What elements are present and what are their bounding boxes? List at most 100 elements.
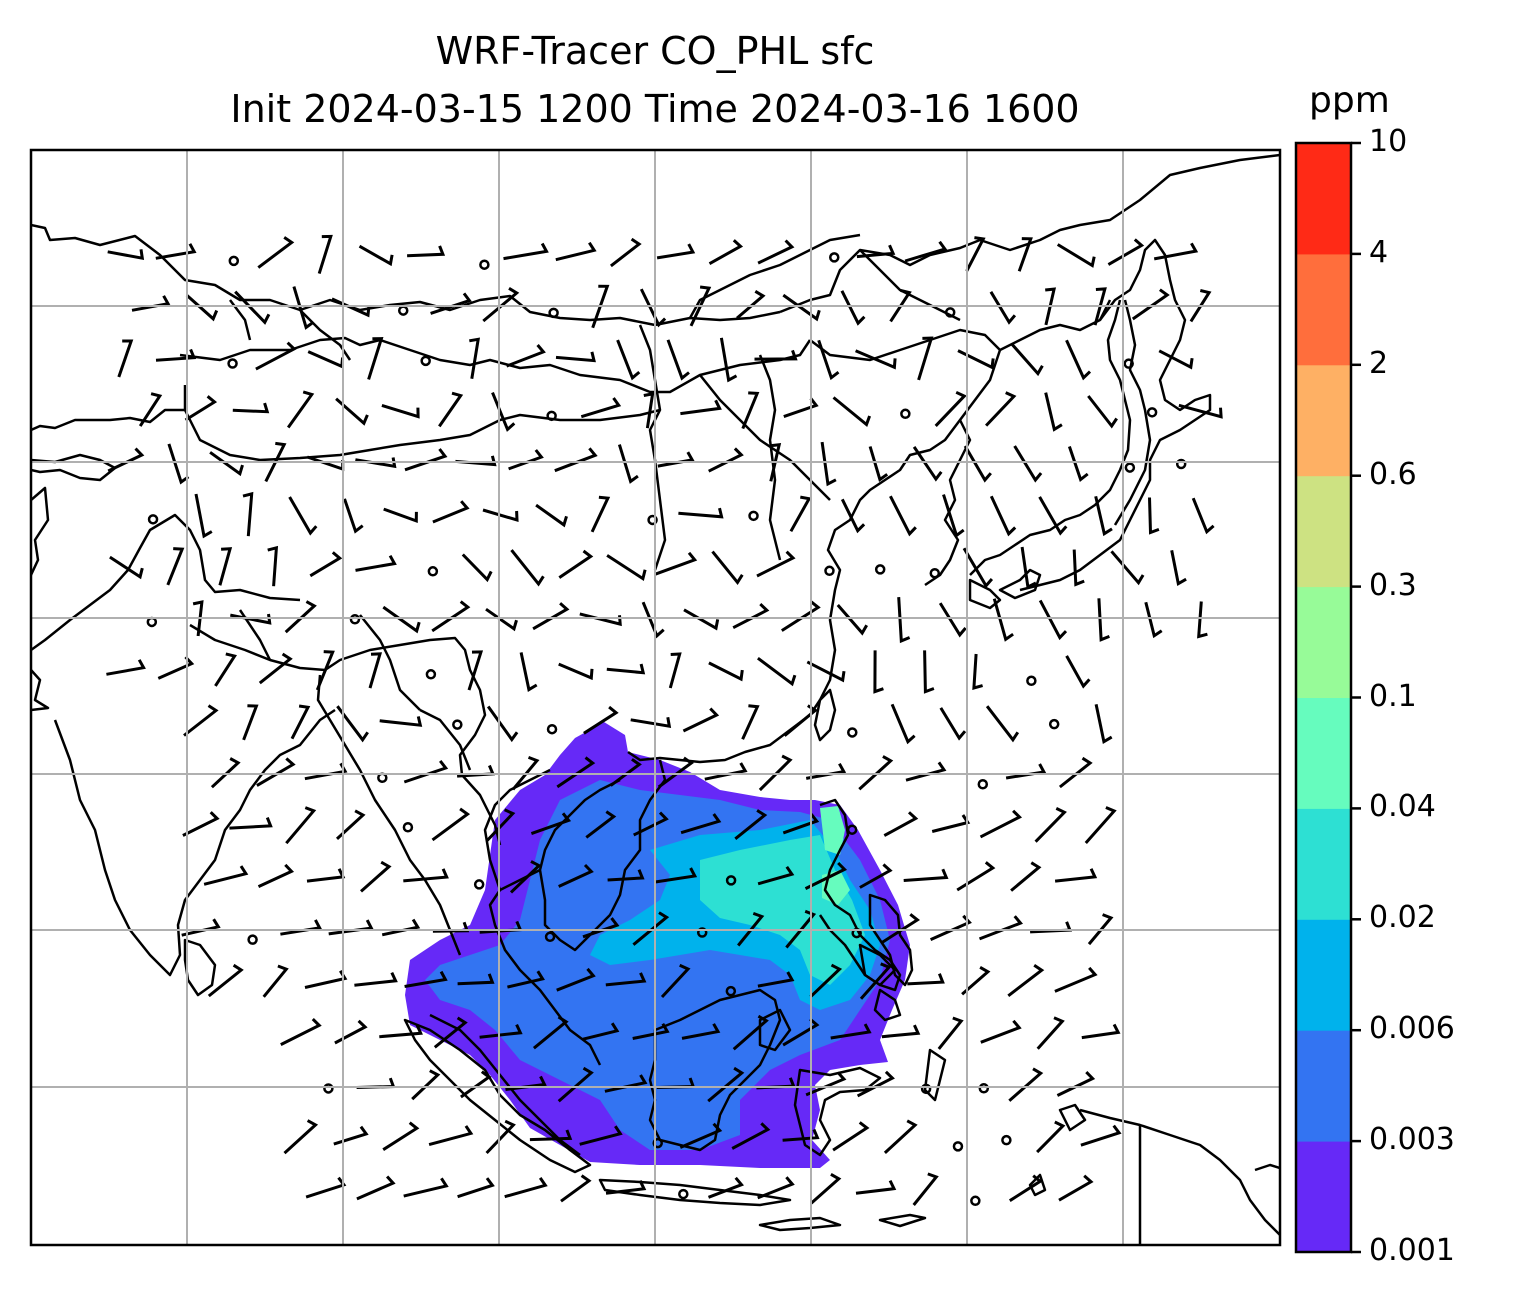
calm-wind-circle bbox=[1124, 462, 1136, 473]
wind-barb bbox=[942, 494, 965, 538]
wind-barb bbox=[616, 339, 641, 381]
colorbar-tick-label: 0.6 bbox=[1369, 456, 1417, 492]
wind-barb bbox=[832, 1121, 870, 1152]
wind-barb bbox=[360, 860, 392, 893]
wind-barb bbox=[719, 337, 738, 383]
wind-barb bbox=[280, 919, 322, 936]
calm-wind-circle bbox=[900, 408, 911, 420]
wind-barb bbox=[780, 600, 821, 632]
calm-wind-circle bbox=[323, 1083, 334, 1094]
wind-barb bbox=[583, 705, 619, 735]
wind-barb bbox=[820, 441, 837, 487]
wind-barb bbox=[283, 1119, 319, 1155]
wind-barb bbox=[343, 498, 364, 534]
wind-barb bbox=[666, 339, 690, 381]
wind-barb bbox=[1054, 966, 1098, 993]
wind-barb bbox=[1191, 497, 1215, 535]
wind-barb bbox=[328, 919, 374, 936]
wind-barb bbox=[805, 1071, 847, 1097]
wind-barb bbox=[1007, 963, 1045, 997]
wind-barb bbox=[938, 602, 967, 638]
wind-barb bbox=[683, 608, 720, 631]
wind-barb bbox=[711, 550, 744, 585]
wind-barb bbox=[304, 762, 348, 781]
wind-barb bbox=[184, 395, 218, 422]
wind-barb bbox=[367, 337, 384, 380]
wind-barb bbox=[336, 705, 369, 743]
wind-barb bbox=[1065, 655, 1091, 689]
wind-barb bbox=[438, 391, 464, 428]
wind-barb bbox=[660, 963, 691, 999]
wind-barb bbox=[681, 1023, 721, 1040]
wind-barb bbox=[455, 455, 497, 467]
wind-barb bbox=[732, 603, 770, 630]
wind-barb bbox=[732, 1014, 769, 1051]
wind-barb bbox=[1054, 868, 1098, 883]
wind-barb bbox=[1036, 1016, 1065, 1050]
calm-wind-circle bbox=[452, 719, 463, 730]
calm-wind-circle bbox=[427, 566, 439, 577]
wind-barb bbox=[1158, 349, 1194, 370]
wind-barb bbox=[510, 549, 545, 587]
wind-barb bbox=[881, 1024, 921, 1039]
calm-wind-circle bbox=[647, 514, 658, 526]
wind-barb bbox=[467, 650, 484, 691]
wind-barb bbox=[756, 550, 796, 578]
wind-barb bbox=[579, 1125, 623, 1146]
wind-barb bbox=[641, 601, 665, 639]
wind-barb bbox=[532, 602, 570, 631]
wind-barb bbox=[334, 1019, 368, 1045]
wind-barb bbox=[486, 705, 519, 743]
wind-barb bbox=[381, 918, 421, 937]
wind-barb bbox=[633, 811, 669, 837]
wind-barb bbox=[654, 867, 698, 884]
wind-barb bbox=[1010, 861, 1042, 892]
wind-barb bbox=[529, 1129, 573, 1142]
wind-barb bbox=[234, 290, 271, 325]
wind-barb bbox=[785, 909, 817, 949]
wind-barb bbox=[989, 495, 1017, 537]
wind-barb bbox=[167, 443, 190, 485]
wind-barb bbox=[1087, 395, 1118, 429]
wind-barb bbox=[404, 970, 448, 988]
colorbar-tick-label: 0.3 bbox=[1369, 567, 1417, 603]
wind-barb bbox=[307, 350, 345, 369]
wind-barb bbox=[931, 814, 971, 833]
calm-wind-circle bbox=[696, 927, 708, 938]
wind-barb bbox=[556, 967, 596, 992]
wind-barb bbox=[989, 291, 1017, 325]
calm-wind-circle bbox=[977, 778, 989, 790]
wind-barb bbox=[929, 914, 972, 941]
wind-barb bbox=[379, 1024, 423, 1039]
wind-barb bbox=[757, 865, 795, 886]
wind-barb bbox=[1010, 343, 1044, 377]
wind-barb bbox=[632, 911, 670, 946]
calm-wind-circle bbox=[1123, 358, 1134, 369]
colorbar-tick-label: 0.001 bbox=[1369, 1233, 1455, 1268]
wind-barb bbox=[657, 756, 694, 789]
wind-barb bbox=[411, 1069, 441, 1101]
wind-barb bbox=[1034, 807, 1067, 843]
wind-barb bbox=[155, 243, 197, 260]
wind-barb bbox=[1197, 601, 1208, 639]
colorbar-segment bbox=[1296, 143, 1351, 255]
colorbar-segment bbox=[1296, 475, 1351, 588]
wind-barb bbox=[229, 817, 273, 830]
calm-wind-circle bbox=[748, 510, 759, 522]
wind-barb bbox=[643, 392, 655, 429]
calm-wind-circle bbox=[146, 616, 158, 628]
wind-barb bbox=[904, 240, 948, 263]
wind-barb bbox=[242, 491, 254, 537]
wind-barb bbox=[403, 868, 449, 883]
calm-wind-circle bbox=[847, 727, 858, 738]
wind-barb bbox=[1189, 289, 1212, 323]
calm-wind-circle bbox=[978, 1083, 990, 1094]
wind-barb bbox=[431, 807, 471, 842]
wind-barb bbox=[639, 288, 667, 328]
wind-barb bbox=[210, 757, 241, 789]
colorbar-segment bbox=[1296, 919, 1351, 1031]
calm-wind-circle bbox=[970, 1195, 981, 1207]
wind-barb bbox=[138, 392, 163, 427]
wind-barb bbox=[284, 600, 317, 634]
